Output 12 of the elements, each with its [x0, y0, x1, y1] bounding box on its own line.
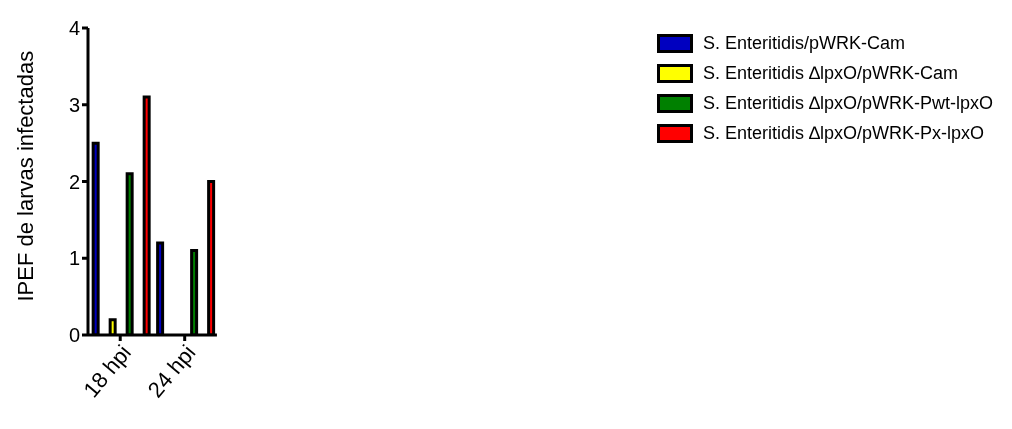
x-tick-label: 24 hpi	[142, 340, 201, 403]
y-tick-label: 1	[68, 247, 80, 270]
legend-label: S. Enteritidis ∆lpxO/pWRK-Px-lpxO	[702, 122, 984, 145]
y-tick-label: 3	[68, 93, 80, 116]
legend-label: S. Enteritidis ∆lpxO/pWRK-Cam	[702, 62, 958, 85]
legend-label: S. Enteritidis/pWRK-Cam	[702, 32, 905, 55]
y-tick-label: 2	[68, 170, 80, 193]
y-tick-label: 0	[68, 324, 80, 347]
y-tick-label: 4	[68, 17, 80, 40]
legend-label: S. Enteritidis ∆lpxO/pWRK-Pwt-lpxO	[702, 92, 993, 115]
x-tick-label: 18 hpi	[78, 340, 137, 403]
y-axis-title: IPEF de larvas infectadas	[12, 50, 38, 302]
